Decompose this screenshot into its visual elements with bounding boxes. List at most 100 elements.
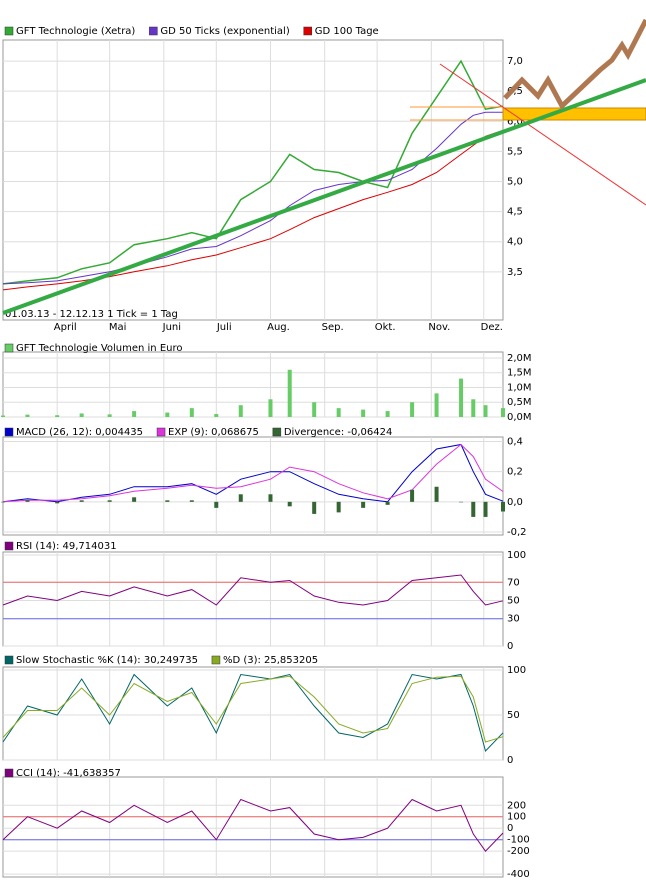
target-zone	[502, 107, 646, 121]
series-line	[2, 59, 504, 285]
bar	[501, 408, 505, 417]
y-tick-label: 0,4	[507, 437, 523, 448]
x-tick-label: Nov.	[428, 322, 450, 333]
y-tick-label: 0,0M	[507, 412, 532, 423]
y-tick-label: 0,0	[507, 497, 523, 508]
bar	[1, 501, 5, 503]
bar	[55, 501, 60, 504]
bar	[79, 413, 84, 417]
y-tick-label: 4,0	[507, 237, 523, 248]
bar	[1, 415, 5, 417]
plot-area	[2, 776, 504, 878]
bar	[483, 405, 488, 417]
bar	[25, 500, 30, 502]
bar	[132, 497, 137, 502]
bar	[434, 393, 439, 417]
legend-swatch	[272, 427, 282, 437]
plot-area	[2, 551, 504, 647]
y-tick-label: -400	[507, 869, 530, 880]
legend-swatch	[149, 26, 158, 36]
y-tick-label: 70	[507, 577, 520, 588]
bar	[79, 500, 84, 502]
bar	[55, 415, 60, 417]
y-tick-label: 0	[507, 641, 513, 652]
bar	[214, 414, 219, 417]
x-tick-label: Juni	[162, 322, 181, 333]
legend-label: Divergence: -0,06424	[284, 427, 392, 438]
forecast-arrow	[503, 18, 646, 111]
bar	[132, 411, 137, 417]
x-tick-label: Mai	[109, 322, 127, 333]
series-line	[2, 675, 504, 743]
trend-line	[2, 78, 646, 315]
y-tick-label: 3,5	[507, 267, 523, 278]
bar	[287, 369, 292, 417]
series-line	[2, 798, 504, 852]
bar	[501, 501, 505, 512]
x-tick-label: April	[54, 322, 77, 333]
x-tick-label: Juli	[216, 322, 232, 333]
legend-label: RSI (14): 49,714031	[16, 541, 117, 552]
y-tick-label: 1,5M	[507, 368, 532, 379]
y-tick-label: -200	[507, 846, 530, 857]
bar	[165, 500, 170, 502]
y-tick-label: 50	[507, 596, 520, 607]
bar	[410, 402, 415, 417]
bar	[107, 500, 112, 502]
plot-area	[2, 39, 504, 321]
series-line	[2, 574, 504, 606]
legend-swatch	[303, 26, 312, 36]
bar	[459, 378, 464, 417]
legend-swatch	[4, 768, 14, 778]
legend-label: Slow Stochastic %K (14): 30,249735	[16, 655, 198, 666]
series-line	[2, 443, 504, 503]
bar	[238, 405, 243, 417]
y-tick-label: -100	[507, 835, 530, 846]
y-tick-label: 200	[507, 800, 526, 811]
panel	[2, 776, 504, 878]
y-tick-label: -0,2	[507, 527, 527, 538]
panel	[2, 666, 504, 761]
y-tick-label: 0	[507, 823, 513, 834]
legend-label: EXP (9): 0,068675	[168, 427, 259, 438]
y-tick-label: 6,0	[507, 116, 523, 127]
panel	[2, 551, 504, 647]
legend-swatch	[4, 427, 14, 437]
plot-area	[2, 351, 504, 418]
bar	[385, 501, 390, 505]
legend-swatch	[156, 427, 166, 437]
y-tick-label: 0	[507, 755, 513, 766]
bar	[287, 501, 292, 507]
legend-label: MACD (26, 12): 0,004435	[16, 427, 143, 438]
y-tick-label: 5,0	[507, 177, 523, 188]
y-tick-label: 0,5M	[507, 397, 532, 408]
y-tick-label: 4,5	[507, 207, 523, 218]
bar	[268, 399, 273, 417]
y-tick-label: 6,5	[507, 86, 523, 97]
y-tick-label: 0,2	[507, 467, 523, 478]
legend-label: GFT Technologie Volumen in Euro	[16, 343, 183, 354]
y-tick-label: 100	[507, 665, 526, 676]
series-line	[2, 443, 504, 503]
panel	[2, 39, 504, 321]
bar	[336, 408, 341, 417]
y-tick-label: 5,5	[507, 146, 523, 157]
bar	[189, 408, 194, 417]
bar	[238, 494, 243, 502]
legend-label: GD 50 Ticks (exponential)	[160, 26, 289, 37]
panel	[1, 436, 505, 536]
x-tick-label: Okt.	[375, 322, 396, 333]
legend-swatch	[211, 655, 221, 665]
bar	[268, 494, 273, 502]
panel	[1, 351, 505, 418]
bar	[361, 501, 366, 508]
period-note: 01.03.13 - 12.12.13 1 Tick = 1 Tag	[5, 309, 178, 320]
bar	[25, 414, 30, 417]
bar	[483, 501, 488, 517]
y-tick-label: 100	[507, 812, 526, 823]
bar	[459, 501, 464, 503]
y-tick-label: 1,0M	[507, 382, 532, 393]
bar	[165, 412, 170, 417]
legend-label: GD 100 Tage	[315, 26, 379, 37]
